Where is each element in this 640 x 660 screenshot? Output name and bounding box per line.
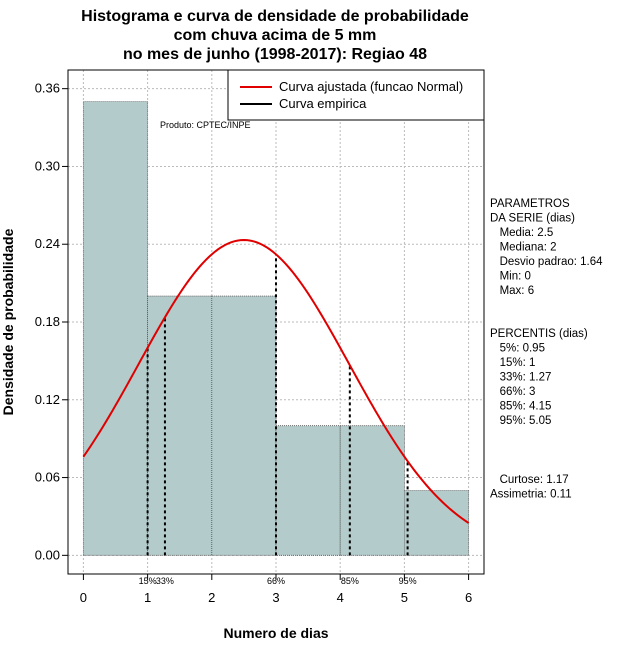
- histogram-bar-2: [211, 295, 277, 556]
- percentil-line-2: 15%: 1: [490, 357, 535, 369]
- percentiles-list: PERCENTIS (dias) 5%: 0.95 15%: 1 33%: 1.…: [490, 328, 588, 427]
- x-tick-label-0: 0: [80, 590, 87, 605]
- legend-fitted-label: Curva ajustada (funcao Normal): [279, 79, 463, 94]
- percentile-label-0: 15%: [139, 576, 157, 586]
- x-tick-label-3: 3: [272, 590, 279, 605]
- percentil-line-4: 66%: 3: [490, 386, 535, 398]
- param-line-0: PARAMETROS: [490, 198, 570, 210]
- legend: Curva ajustada (funcao Normal) Curva emp…: [227, 69, 485, 121]
- param-line-5: Min: 0: [490, 271, 531, 283]
- param-line-3: Mediana: 2: [490, 242, 556, 254]
- x-axis: 0 1 2 3 4 5 6: [80, 573, 472, 605]
- legend-empirical-label: Curva empirica: [279, 96, 367, 111]
- side-panel: PARAMETROS DA SERIE (dias) Media: 2.5 Med…: [490, 198, 603, 501]
- histogram-bar-4: [339, 425, 405, 556]
- histogram-bar-3: [275, 425, 341, 556]
- series-parameters: PARAMETROS DA SERIE (dias) Media: 2.5 Med…: [490, 198, 603, 297]
- param-line-4: Desvio padrao: 1.64: [490, 256, 603, 268]
- percentile-label-3: 85%: [341, 576, 359, 586]
- y-tick-label-2: 0.12: [35, 392, 60, 407]
- y-tick-label-1: 0.06: [35, 470, 60, 485]
- percentile-label-1: 33%: [156, 576, 174, 586]
- param-line-2: Media: 2.5: [490, 227, 553, 239]
- percentil-line-6: 95%: 5.05: [490, 415, 551, 427]
- param-line-6: Max: 6: [490, 285, 534, 297]
- percentil-line-5: 85%: 4.15: [490, 401, 551, 413]
- shape-line-0: Curtose: 1.17: [490, 474, 569, 486]
- histogram-bar-1: [147, 295, 213, 556]
- histogram-bar-5: [403, 490, 469, 556]
- histogram-bar-0: [83, 101, 149, 556]
- x-tick-label-1: 1: [144, 590, 151, 605]
- histogram-bars: [83, 101, 469, 556]
- percentil-line-0: PERCENTIS (dias): [490, 328, 588, 340]
- y-tick-label-4: 0.24: [35, 236, 60, 251]
- percentil-line-3: 33%: 1.27: [490, 372, 551, 384]
- product-credit: Produto: CPTEC/INPE: [160, 120, 251, 130]
- fitted-curve-group: [82, 238, 470, 524]
- percentil-line-1: 5%: 0.95: [490, 343, 545, 355]
- y-tick-label-3: 0.18: [35, 314, 60, 329]
- percentile-label-4: 95%: [399, 576, 417, 586]
- x-tick-label-6: 6: [465, 590, 472, 605]
- chart-title: Histograma e curva de densidade de proba…: [81, 8, 469, 63]
- y-tick-label-0: 0.00: [35, 547, 60, 562]
- y-axis-title: Densidade de probabilidade: [0, 228, 16, 415]
- percentile-label-2: 66%: [267, 576, 285, 586]
- x-axis-title: Numero de dias: [223, 625, 328, 641]
- y-axis: 0.00 0.06 0.12 0.18 0.24 0.30 0.36: [35, 81, 69, 562]
- x-tick-label-4: 4: [337, 590, 344, 605]
- percentile-labels: 15% 33% 66% 85% 95%: [139, 576, 417, 586]
- fitted-normal-curve: [82, 238, 470, 524]
- title-line-3: no mes de junho (1998-2017): Regiao 48: [123, 46, 427, 63]
- shape-statistics: Curtose: 1.17 Assimetria: 0.11: [490, 474, 572, 501]
- x-tick-label-5: 5: [401, 590, 408, 605]
- shape-line-1: Assimetria: 0.11: [490, 489, 572, 501]
- y-tick-label-5: 0.30: [35, 158, 60, 173]
- title-line-1: Histograma e curva de densidade de proba…: [81, 8, 469, 25]
- x-tick-label-2: 2: [208, 590, 215, 605]
- param-line-1: DA SERIE (dias): [490, 213, 575, 225]
- legend-box: [227, 69, 485, 121]
- title-line-2: com chuva acima de 5 mm: [174, 27, 377, 44]
- y-tick-label-6: 0.36: [35, 81, 60, 96]
- percentile-lines: [146, 254, 409, 556]
